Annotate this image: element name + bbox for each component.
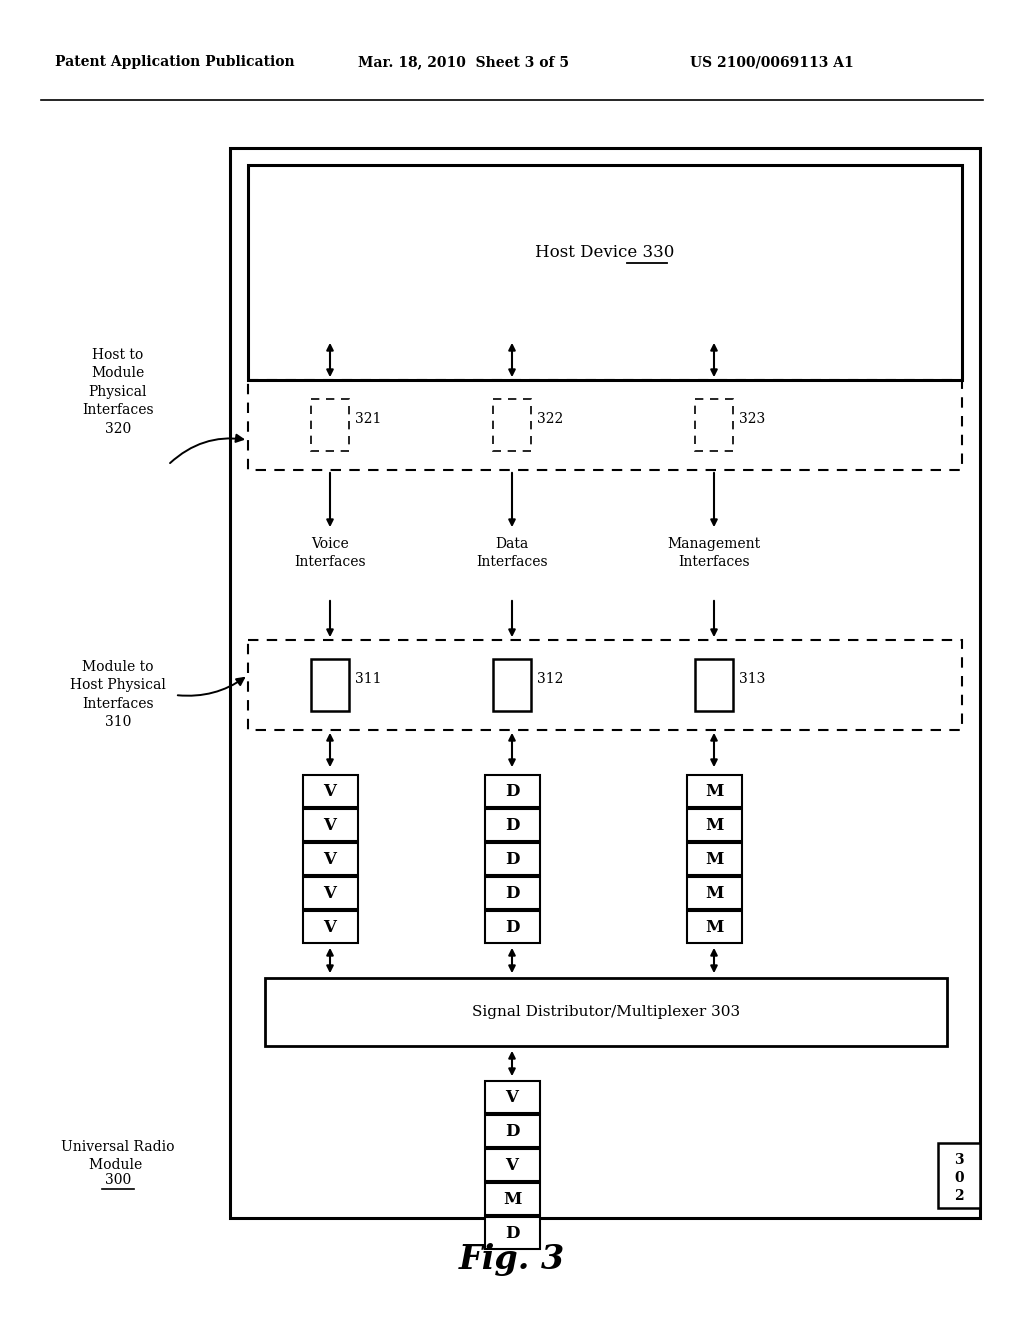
Text: M: M (705, 919, 723, 936)
Text: V: V (324, 884, 337, 902)
Bar (265, 978, 947, 1045)
Bar (302, 775, 357, 807)
Text: M: M (503, 1191, 521, 1208)
Text: D: D (505, 817, 519, 833)
Bar (686, 809, 741, 841)
Text: 0: 0 (954, 1171, 964, 1185)
Text: Universal Radio
Module: Universal Radio Module (61, 1139, 175, 1172)
Bar (695, 659, 733, 711)
Text: Patent Application Publication: Patent Application Publication (55, 55, 295, 69)
Text: Signal Distributor/Multiplexer 303: Signal Distributor/Multiplexer 303 (472, 1005, 740, 1019)
Text: V: V (506, 1156, 518, 1173)
Bar (484, 911, 540, 942)
Text: Data
Interfaces: Data Interfaces (476, 537, 548, 569)
Bar (248, 165, 962, 380)
Text: D: D (505, 783, 519, 800)
Bar (302, 876, 357, 909)
Text: 3: 3 (954, 1152, 964, 1167)
Text: D: D (505, 919, 519, 936)
Text: M: M (705, 850, 723, 867)
Text: US 2100/0069113 A1: US 2100/0069113 A1 (690, 55, 854, 69)
Text: D: D (505, 884, 519, 902)
Text: D: D (505, 1225, 519, 1242)
Bar (695, 399, 733, 451)
Bar (248, 380, 962, 470)
Text: Module to
Host Physical
Interfaces
310: Module to Host Physical Interfaces 310 (70, 660, 166, 729)
Text: Mar. 18, 2010  Sheet 3 of 5: Mar. 18, 2010 Sheet 3 of 5 (358, 55, 569, 69)
Bar (686, 876, 741, 909)
Text: 300: 300 (104, 1173, 131, 1187)
Bar (938, 1143, 980, 1208)
Bar (484, 1217, 540, 1249)
Bar (484, 809, 540, 841)
Text: D: D (505, 850, 519, 867)
Text: 313: 313 (739, 672, 765, 686)
Bar (302, 843, 357, 875)
Bar (302, 911, 357, 942)
Bar (484, 1148, 540, 1181)
Text: M: M (705, 817, 723, 833)
Bar (230, 148, 980, 1218)
Bar (302, 809, 357, 841)
Text: 312: 312 (537, 672, 563, 686)
Text: V: V (324, 817, 337, 833)
Text: Management
Interfaces: Management Interfaces (668, 537, 761, 569)
FancyArrowPatch shape (178, 678, 244, 696)
Text: Host to
Module
Physical
Interfaces
320: Host to Module Physical Interfaces 320 (82, 348, 154, 436)
Bar (484, 876, 540, 909)
Text: 2: 2 (954, 1189, 964, 1203)
Bar (311, 399, 349, 451)
FancyArrowPatch shape (170, 434, 243, 463)
Text: Voice
Interfaces: Voice Interfaces (294, 537, 366, 569)
Text: 321: 321 (355, 412, 381, 426)
Text: M: M (705, 884, 723, 902)
Text: 323: 323 (739, 412, 765, 426)
Bar (311, 659, 349, 711)
Bar (248, 640, 962, 730)
Bar (484, 1183, 540, 1214)
Bar (493, 659, 531, 711)
Text: 311: 311 (355, 672, 382, 686)
Text: V: V (324, 850, 337, 867)
Bar (484, 843, 540, 875)
Text: Host Device 330: Host Device 330 (536, 244, 675, 261)
Bar (484, 1081, 540, 1113)
Text: V: V (324, 783, 337, 800)
Bar (686, 775, 741, 807)
Text: V: V (324, 919, 337, 936)
Bar (484, 1115, 540, 1147)
Bar (493, 399, 531, 451)
Text: D: D (505, 1122, 519, 1139)
Text: 322: 322 (537, 412, 563, 426)
Bar (686, 911, 741, 942)
Bar (484, 775, 540, 807)
Text: V: V (506, 1089, 518, 1106)
Bar (686, 843, 741, 875)
Text: M: M (705, 783, 723, 800)
Text: Fig. 3: Fig. 3 (459, 1243, 565, 1276)
